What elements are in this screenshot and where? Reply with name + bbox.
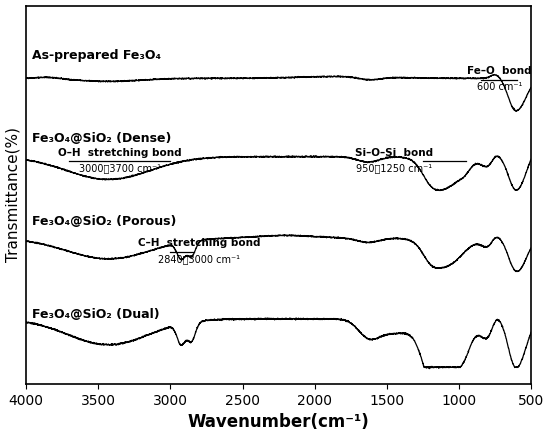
Text: Fe₃O₄@SiO₂ (Porous): Fe₃O₄@SiO₂ (Porous) xyxy=(32,215,176,229)
Text: As-prepared Fe₃O₄: As-prepared Fe₃O₄ xyxy=(32,49,161,62)
Text: O–H  stretching bond: O–H stretching bond xyxy=(58,148,182,158)
Text: C–H  stretching bond: C–H stretching bond xyxy=(138,238,261,248)
Text: 950～1250 cm⁻¹: 950～1250 cm⁻¹ xyxy=(356,163,432,173)
Text: Fe₃O₄@SiO₂ (Dual): Fe₃O₄@SiO₂ (Dual) xyxy=(32,308,160,321)
Text: 2840～3000 cm⁻¹: 2840～3000 cm⁻¹ xyxy=(158,254,240,264)
X-axis label: Wavenumber(cm⁻¹): Wavenumber(cm⁻¹) xyxy=(188,413,370,431)
Y-axis label: Transmittance(%): Transmittance(%) xyxy=(6,127,20,262)
Text: 3000～3700 cm⁻¹: 3000～3700 cm⁻¹ xyxy=(79,163,161,173)
Text: 600 cm⁻¹: 600 cm⁻¹ xyxy=(477,82,522,92)
Text: Fe₃O₄@SiO₂ (Dense): Fe₃O₄@SiO₂ (Dense) xyxy=(32,132,171,145)
Text: Fe–O  bond: Fe–O bond xyxy=(468,66,532,76)
Text: Si–O–Si  bond: Si–O–Si bond xyxy=(355,148,433,158)
